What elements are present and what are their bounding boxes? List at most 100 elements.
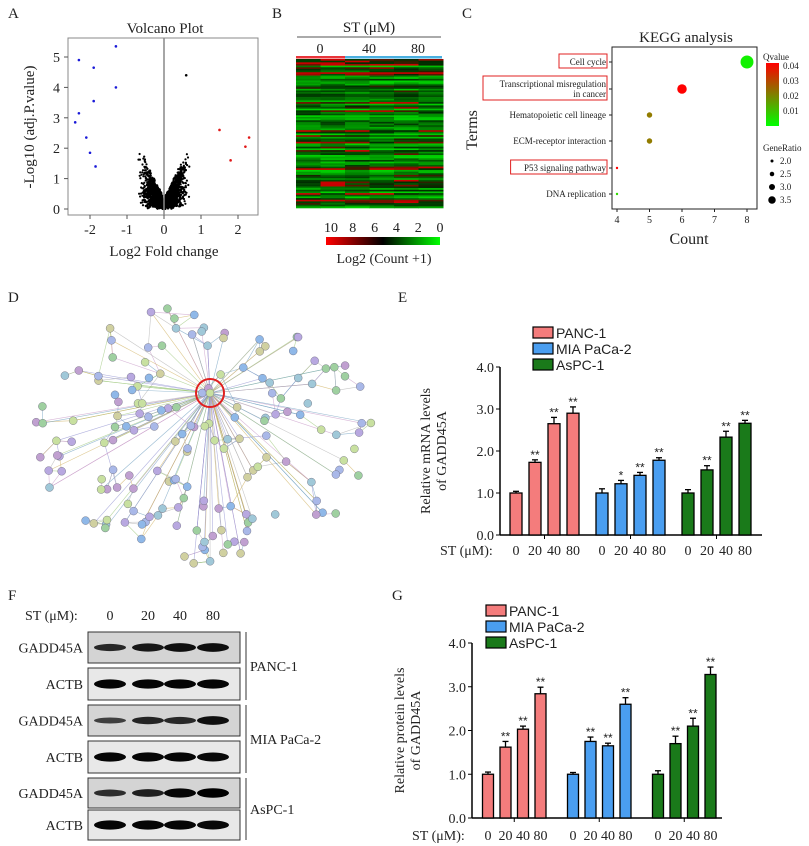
heatmap-cell bbox=[296, 121, 321, 124]
network-edge bbox=[132, 389, 211, 394]
heatmap-cell bbox=[345, 130, 370, 133]
blot-band bbox=[132, 820, 164, 830]
heatmap-column-label: 0 bbox=[317, 42, 324, 57]
heatmap-cell bbox=[418, 155, 444, 157]
heatmap-cell bbox=[296, 143, 321, 146]
heatmap-cell bbox=[320, 102, 346, 104]
bar bbox=[528, 461, 542, 536]
heatmap-cell bbox=[320, 199, 346, 202]
heatmap-cell bbox=[394, 183, 419, 186]
kegg-dot bbox=[646, 112, 653, 118]
panel-label-f: F bbox=[8, 588, 16, 604]
heatmap-cell bbox=[394, 97, 419, 100]
heatmap-cell bbox=[320, 100, 346, 103]
legend-swatch bbox=[532, 326, 554, 339]
network-node bbox=[296, 410, 305, 419]
heatmap-cell bbox=[418, 148, 444, 151]
heatmap-cell bbox=[394, 201, 419, 204]
network-node bbox=[94, 371, 103, 381]
volcano-point bbox=[169, 192, 172, 195]
heatmap-cell bbox=[296, 90, 321, 93]
heatmap-cell bbox=[369, 125, 395, 128]
x-prefix-label: ST (μM): bbox=[440, 544, 493, 559]
heatmap-cell bbox=[320, 88, 346, 91]
x-tick-label: 0 bbox=[599, 544, 606, 559]
network-node bbox=[219, 444, 229, 453]
heatmap-cell bbox=[394, 75, 419, 78]
volcano-axes: -2 -1 0 1 2 0 1 2 3 4 5 bbox=[53, 51, 242, 238]
volcano-point bbox=[164, 202, 167, 205]
heatmap-cell bbox=[345, 183, 370, 186]
heatmap-cell bbox=[394, 150, 419, 153]
volcano-point bbox=[177, 173, 180, 176]
heatmap-cell bbox=[418, 141, 444, 144]
heatmap-cell bbox=[320, 186, 346, 189]
heatmap-cell bbox=[394, 82, 419, 85]
panel-label-b: B bbox=[272, 6, 282, 22]
heatmap-cell bbox=[369, 176, 395, 179]
blot-lane-label: 40 bbox=[173, 609, 187, 624]
heatmap-cell bbox=[394, 198, 419, 201]
network-edge bbox=[209, 383, 313, 394]
heatmap-cell bbox=[320, 146, 346, 149]
volcano-point bbox=[138, 152, 141, 156]
volcano-point bbox=[142, 173, 145, 176]
heatmap-cell bbox=[394, 196, 419, 199]
heatmap-columns: 0 40 80 bbox=[296, 42, 442, 59]
heatmap-cell bbox=[296, 107, 321, 109]
protein-bar-chart: 0.0 1.0 2.0 3.0 4.0 Relative protein levels of… bbox=[393, 603, 722, 844]
heatmap-cell bbox=[369, 141, 395, 144]
heatmap-cell bbox=[345, 63, 370, 66]
heatmap-cell bbox=[345, 189, 370, 192]
heatmap-cell bbox=[394, 95, 419, 98]
heatmap-cell bbox=[418, 123, 444, 126]
volcano-ytick-label: 0 bbox=[53, 203, 60, 218]
colorbar-tick-label: 2 bbox=[415, 221, 422, 236]
network-node bbox=[114, 397, 123, 407]
volcano-point bbox=[179, 177, 182, 180]
heatmap-cell bbox=[296, 120, 321, 123]
heatmap-cell bbox=[394, 146, 419, 149]
volcano-point bbox=[147, 202, 150, 205]
heatmap-cell bbox=[320, 82, 346, 85]
heatmap-cell bbox=[369, 88, 395, 91]
heatmap-cell bbox=[369, 171, 395, 174]
volcano-point bbox=[139, 177, 142, 180]
heatmap-cell bbox=[394, 60, 419, 63]
network-node bbox=[217, 526, 226, 535]
legend-label: PANC-1 bbox=[509, 603, 560, 619]
qvalue-legend-title: Qvalue bbox=[763, 52, 789, 62]
kegg-term-label: DNA replication bbox=[546, 189, 606, 199]
volcano-xtick-label: 0 bbox=[161, 223, 168, 238]
bar bbox=[652, 459, 666, 536]
volcano-ylabel: -Log10 (adj.P.value) bbox=[22, 66, 38, 189]
heatmap-cell bbox=[369, 145, 395, 148]
heatmap-cell bbox=[369, 121, 395, 124]
volcano-point bbox=[146, 195, 149, 198]
heatmap-cell bbox=[345, 65, 370, 68]
network-edge bbox=[105, 392, 211, 529]
heatmap-cell bbox=[345, 143, 370, 146]
heatmap-cell bbox=[369, 110, 395, 113]
heatmap-cell bbox=[345, 75, 370, 78]
network-node bbox=[205, 388, 215, 398]
volcano-ytick-label: 5 bbox=[53, 51, 60, 66]
volcano-point bbox=[153, 188, 156, 191]
heatmap-cell bbox=[345, 83, 370, 86]
colorbar-tick-label: 10 bbox=[324, 221, 338, 236]
heatmap-cell bbox=[369, 135, 395, 138]
heatmap-cell bbox=[345, 206, 370, 209]
network-edge bbox=[112, 357, 161, 374]
heatmap-cell bbox=[394, 90, 419, 93]
network-edge bbox=[209, 392, 253, 519]
network-node bbox=[105, 324, 115, 333]
heatmap-cell bbox=[369, 140, 395, 143]
x-tick-label: 40 bbox=[601, 829, 615, 844]
heatmap-cell bbox=[296, 158, 321, 161]
kegg-term-label: Cell cycle bbox=[570, 57, 606, 67]
heatmap-cell bbox=[369, 169, 395, 172]
blot-row-label: ACTB bbox=[46, 819, 83, 834]
blot-row-label: GADD45A bbox=[18, 787, 83, 802]
heatmap-cell bbox=[345, 196, 370, 199]
heatmap-cell bbox=[369, 183, 395, 186]
